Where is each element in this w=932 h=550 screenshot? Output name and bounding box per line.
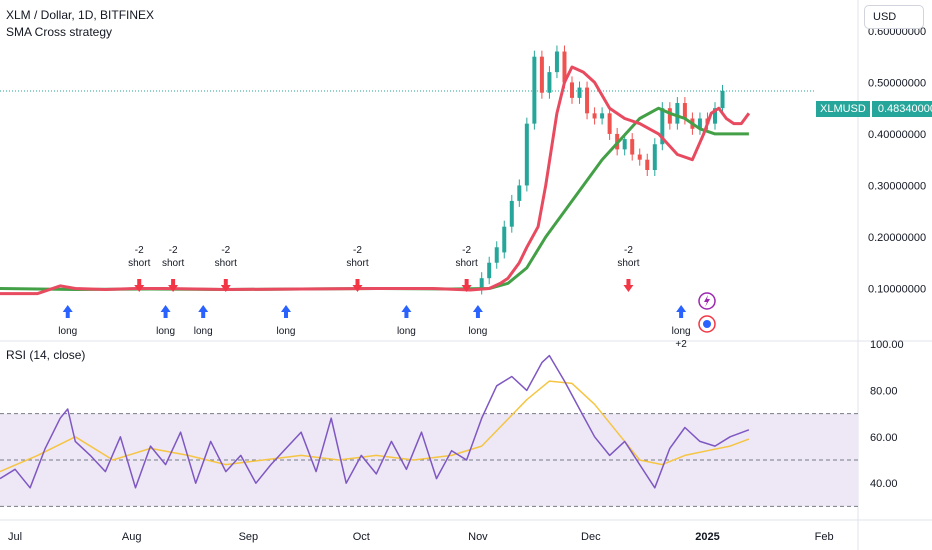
sma-fast-line [0, 65, 751, 296]
long-signal-arrow [198, 305, 209, 318]
short-signal-label: -2 [169, 245, 178, 256]
short-signal-arrow [220, 279, 231, 292]
short-signal-label: short [617, 258, 639, 269]
candle-body [479, 278, 484, 289]
candle-body [660, 108, 665, 145]
candle-body [637, 154, 642, 160]
rsi-axis-tick: 80.00 [870, 385, 898, 397]
candle-body [577, 87, 582, 98]
rsi-axis-tick: 60.00 [870, 432, 898, 444]
price-axis-tick: 0.10000000 [868, 283, 926, 295]
long-signal-label: long [194, 326, 213, 337]
candle-body [592, 113, 597, 119]
price-axis-tick: 0.50000000 [868, 77, 926, 89]
symbol-title[interactable]: XLM / Dollar, 1D, BITFINEX [6, 8, 155, 22]
last-price-tag: XLMUSD 0.48340000 [816, 101, 932, 117]
long-signal-label: long [672, 326, 691, 337]
long-signal-label: long [277, 326, 296, 337]
short-signal-label: -2 [135, 245, 144, 256]
candle-body [622, 139, 627, 150]
time-axis-tick: Aug [122, 531, 142, 543]
price-axis-tick: 0.20000000 [868, 232, 926, 244]
us-flag-center-icon [703, 320, 711, 328]
time-axis-tick: Sep [239, 531, 259, 543]
price-tag-symbol: XLMUSD [816, 101, 870, 117]
long-signal-label: long [58, 326, 77, 337]
candle-body [585, 87, 590, 114]
rsi-ma-line [0, 380, 750, 473]
candle-body [547, 72, 552, 93]
candle-body [720, 90, 725, 109]
candle-body [487, 262, 492, 279]
candle-body [645, 159, 650, 170]
short-signal-arrow [461, 279, 472, 292]
candle-body [494, 247, 499, 263]
strategy-name[interactable]: SMA Cross strategy [6, 25, 113, 39]
long-signal-arrow [281, 305, 291, 318]
candle-body [502, 226, 507, 253]
short-signal-label: short [346, 258, 368, 269]
currency-selector[interactable]: USD [864, 5, 924, 29]
time-axis-tick: Jul [8, 531, 22, 543]
long-signal-arrow [401, 305, 412, 318]
candle-body [667, 108, 672, 124]
short-signal-arrow [168, 279, 179, 292]
candle-body [532, 56, 537, 124]
short-signal-arrow [623, 279, 634, 292]
candle-body [600, 113, 605, 119]
long-signal-label: long [397, 326, 416, 337]
short-signal-label: short [162, 258, 184, 269]
short-signal-label: -2 [353, 245, 362, 256]
lightning-bolt-icon [704, 295, 710, 307]
candle-body [675, 103, 680, 124]
long-signal-arrow [676, 305, 687, 318]
short-signal-label: -2 [462, 245, 471, 256]
rsi-axis-tick: 100.00 [870, 339, 904, 351]
short-signal-arrow [134, 279, 145, 292]
rsi-line [0, 354, 750, 489]
candle-body [509, 200, 514, 227]
candle-body [562, 51, 567, 83]
rsi-axis-tick: 40.00 [870, 478, 898, 490]
short-signal-label: short [215, 258, 237, 269]
candle-body [570, 82, 574, 98]
candle-body [713, 108, 717, 124]
candle-body [697, 118, 702, 129]
candle-body [517, 185, 522, 201]
time-axis-tick: Nov [468, 531, 488, 543]
candle-body [652, 144, 657, 170]
candle-body [607, 113, 612, 134]
rsi-indicator-label[interactable]: RSI (14, close) [6, 348, 86, 362]
long-signal-label: long [156, 326, 175, 337]
short-signal-label: -2 [221, 245, 230, 256]
long-signal-label: +2 [675, 339, 687, 350]
long-signal-arrow [472, 305, 483, 318]
short-signal-label: -2 [624, 245, 633, 256]
time-axis-tick: Feb [815, 531, 834, 543]
short-signal-arrow [352, 279, 363, 292]
short-signal-label: short [456, 258, 478, 269]
long-signal-arrow [62, 305, 73, 318]
candle-body [524, 123, 529, 186]
price-axis-tick: 0.40000000 [868, 129, 926, 141]
time-axis-tick: 2025 [695, 531, 719, 543]
price-axis-tick: 0.30000000 [868, 180, 926, 192]
candle-body [682, 103, 687, 119]
long-signal-arrow [160, 305, 171, 318]
time-axis-tick: Oct [353, 531, 370, 543]
long-signal-label: long [468, 326, 487, 337]
candle-body [554, 51, 559, 73]
candle-body [539, 56, 544, 93]
price-tag-value: 0.48340000 [871, 101, 932, 117]
time-axis-tick: Dec [581, 531, 601, 543]
candle-body [630, 139, 635, 155]
short-signal-label: short [128, 258, 150, 269]
